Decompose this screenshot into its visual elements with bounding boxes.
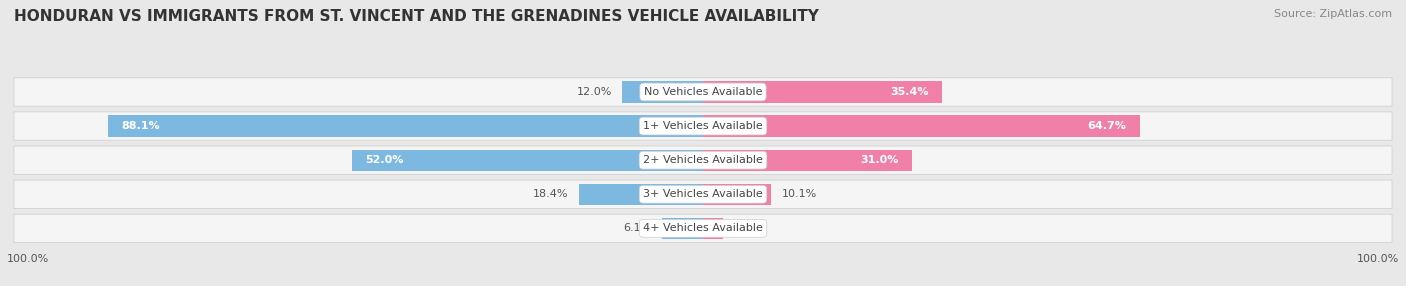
Text: HONDURAN VS IMMIGRANTS FROM ST. VINCENT AND THE GRENADINES VEHICLE AVAILABILITY: HONDURAN VS IMMIGRANTS FROM ST. VINCENT … <box>14 9 818 23</box>
Text: 12.0%: 12.0% <box>576 87 612 97</box>
Bar <box>579 184 703 205</box>
Text: 35.4%: 35.4% <box>890 87 928 97</box>
Bar <box>703 82 942 102</box>
Bar <box>703 150 912 171</box>
Text: Source: ZipAtlas.com: Source: ZipAtlas.com <box>1274 9 1392 19</box>
Text: 3+ Vehicles Available: 3+ Vehicles Available <box>643 189 763 199</box>
Text: 52.0%: 52.0% <box>366 155 404 165</box>
Text: 18.4%: 18.4% <box>533 189 568 199</box>
FancyBboxPatch shape <box>14 112 1392 140</box>
Text: 10.1%: 10.1% <box>782 189 817 199</box>
FancyBboxPatch shape <box>14 214 1392 243</box>
Bar <box>703 116 1140 137</box>
Bar <box>703 184 772 205</box>
Bar <box>662 218 703 239</box>
FancyBboxPatch shape <box>14 146 1392 174</box>
Text: 1+ Vehicles Available: 1+ Vehicles Available <box>643 121 763 131</box>
Text: 6.1%: 6.1% <box>623 223 651 233</box>
Text: 4+ Vehicles Available: 4+ Vehicles Available <box>643 223 763 233</box>
Text: 2+ Vehicles Available: 2+ Vehicles Available <box>643 155 763 165</box>
Bar <box>352 150 703 171</box>
FancyBboxPatch shape <box>14 180 1392 208</box>
Text: 31.0%: 31.0% <box>860 155 898 165</box>
Bar <box>703 218 723 239</box>
FancyBboxPatch shape <box>14 78 1392 106</box>
Text: 3.0%: 3.0% <box>734 223 762 233</box>
Bar <box>108 116 703 137</box>
Bar <box>621 82 703 102</box>
Text: 88.1%: 88.1% <box>121 121 160 131</box>
Text: No Vehicles Available: No Vehicles Available <box>644 87 762 97</box>
Text: 64.7%: 64.7% <box>1088 121 1126 131</box>
